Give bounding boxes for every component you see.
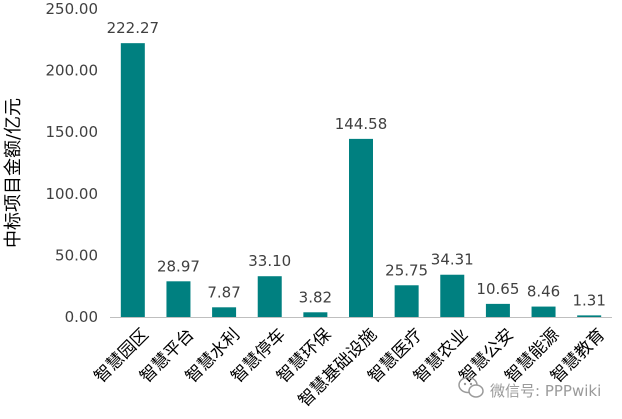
wechat-icon — [458, 376, 484, 398]
bar — [166, 281, 191, 317]
data-label: 8.46 — [527, 283, 560, 301]
data-label: 144.58 — [335, 115, 388, 133]
bar — [120, 43, 145, 317]
data-label: 28.97 — [157, 257, 200, 275]
y-tick-label: 200.00 — [46, 62, 99, 80]
y-tick-label: 0.00 — [65, 308, 98, 326]
bar — [394, 285, 419, 317]
bar — [257, 276, 282, 317]
bar — [577, 315, 602, 317]
data-label: 10.65 — [476, 280, 519, 298]
y-axis-title: 中标项目金额/亿元 — [3, 98, 24, 248]
data-labels: 222.27 28.97 7.87 33.10 3.82 144.58 25.7534.31… — [107, 19, 606, 309]
bar — [485, 303, 510, 317]
data-label: 222.27 — [107, 19, 160, 37]
bar — [349, 138, 373, 317]
y-tick-label: 100.00 — [46, 185, 99, 203]
y-tick-label: 50.00 — [55, 246, 98, 264]
data-label: 3.82 — [299, 288, 332, 306]
data-label: 34.31 — [431, 251, 474, 269]
y-tick-label: 150.00 — [46, 123, 99, 141]
data-label: 25.75 — [385, 261, 428, 279]
bar — [212, 307, 237, 317]
watermark-text: 微信号: PPPwiki — [490, 382, 601, 400]
data-label: 33.10 — [248, 252, 291, 270]
watermark: 微信号: PPPwiki — [458, 376, 601, 400]
bar — [303, 312, 328, 317]
bar — [440, 274, 465, 317]
bars — [120, 43, 602, 317]
data-label: 1.31 — [572, 291, 605, 309]
bar — [531, 306, 556, 317]
y-tick-labels: 0.00 50.00 100.00 150.00 200.00 250.00 — [46, 0, 99, 326]
data-label: 7.87 — [207, 283, 240, 301]
y-tick-label: 250.00 — [46, 0, 99, 18]
y-axis-title-group: 中标项目金额/亿元 — [3, 98, 24, 248]
